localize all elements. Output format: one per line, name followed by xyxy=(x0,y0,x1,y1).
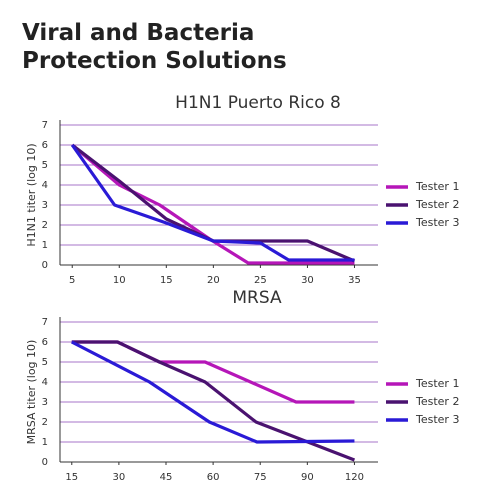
y-tick-label: 1 xyxy=(42,437,48,448)
legend-label: Tester 2 xyxy=(415,198,459,211)
chart-title: MRSA xyxy=(232,288,282,308)
page-title-line: Viral and Bacteria xyxy=(22,20,254,46)
line-series xyxy=(71,340,356,462)
line-series xyxy=(71,143,356,263)
x-tick-label: 90 xyxy=(301,472,314,483)
y-tick-label: 0 xyxy=(42,457,48,468)
page-title-line: Protection Solutions xyxy=(22,48,287,74)
x-tick-label: 60 xyxy=(207,472,220,483)
y-tick-label: 4 xyxy=(42,180,48,191)
x-tick-label: 45 xyxy=(160,472,173,483)
legend-label: Tester 1 xyxy=(415,180,459,193)
y-tick-label: 7 xyxy=(42,120,48,131)
legend-label: Tester 3 xyxy=(415,216,459,229)
line-series xyxy=(71,340,355,444)
y-tick-label: 3 xyxy=(42,200,48,211)
y-tick-label: 7 xyxy=(42,317,48,328)
legend-label: Tester 1 xyxy=(415,377,459,390)
y-axis-label: MRSA titer (log 10) xyxy=(25,340,38,445)
y-tick-label: 4 xyxy=(42,377,48,388)
x-tick-label: 5 xyxy=(69,275,75,286)
y-tick-label: 2 xyxy=(42,417,48,428)
x-tick-label: 15 xyxy=(65,472,78,483)
x-tick-label: 30 xyxy=(113,472,126,483)
line-series xyxy=(71,143,355,265)
y-tick-label: 2 xyxy=(42,220,48,231)
y-tick-label: 3 xyxy=(42,397,48,408)
y-tick-label: 0 xyxy=(42,260,48,271)
line-series xyxy=(71,340,355,404)
x-tick-label: 35 xyxy=(348,275,361,286)
x-tick-label: 20 xyxy=(207,275,220,286)
x-tick-label: 120 xyxy=(345,472,364,483)
chart-title: H1N1 Puerto Rico 8 xyxy=(175,93,341,113)
line-series xyxy=(70,144,355,262)
y-axis-label: H1N1 titer (log 10) xyxy=(25,143,38,246)
x-tick-label: 75 xyxy=(254,472,267,483)
y-tick-label: 1 xyxy=(42,240,48,251)
y-tick-label: 6 xyxy=(42,140,48,151)
x-tick-label: 30 xyxy=(301,275,314,286)
y-tick-label: 5 xyxy=(42,160,48,171)
legend-label: Tester 2 xyxy=(415,395,459,408)
y-tick-label: 5 xyxy=(42,357,48,368)
x-tick-label: 10 xyxy=(113,275,126,286)
x-tick-label: 15 xyxy=(160,275,173,286)
x-tick-label: 25 xyxy=(254,275,267,286)
y-tick-label: 6 xyxy=(42,337,48,348)
legend-label: Tester 3 xyxy=(415,413,459,426)
